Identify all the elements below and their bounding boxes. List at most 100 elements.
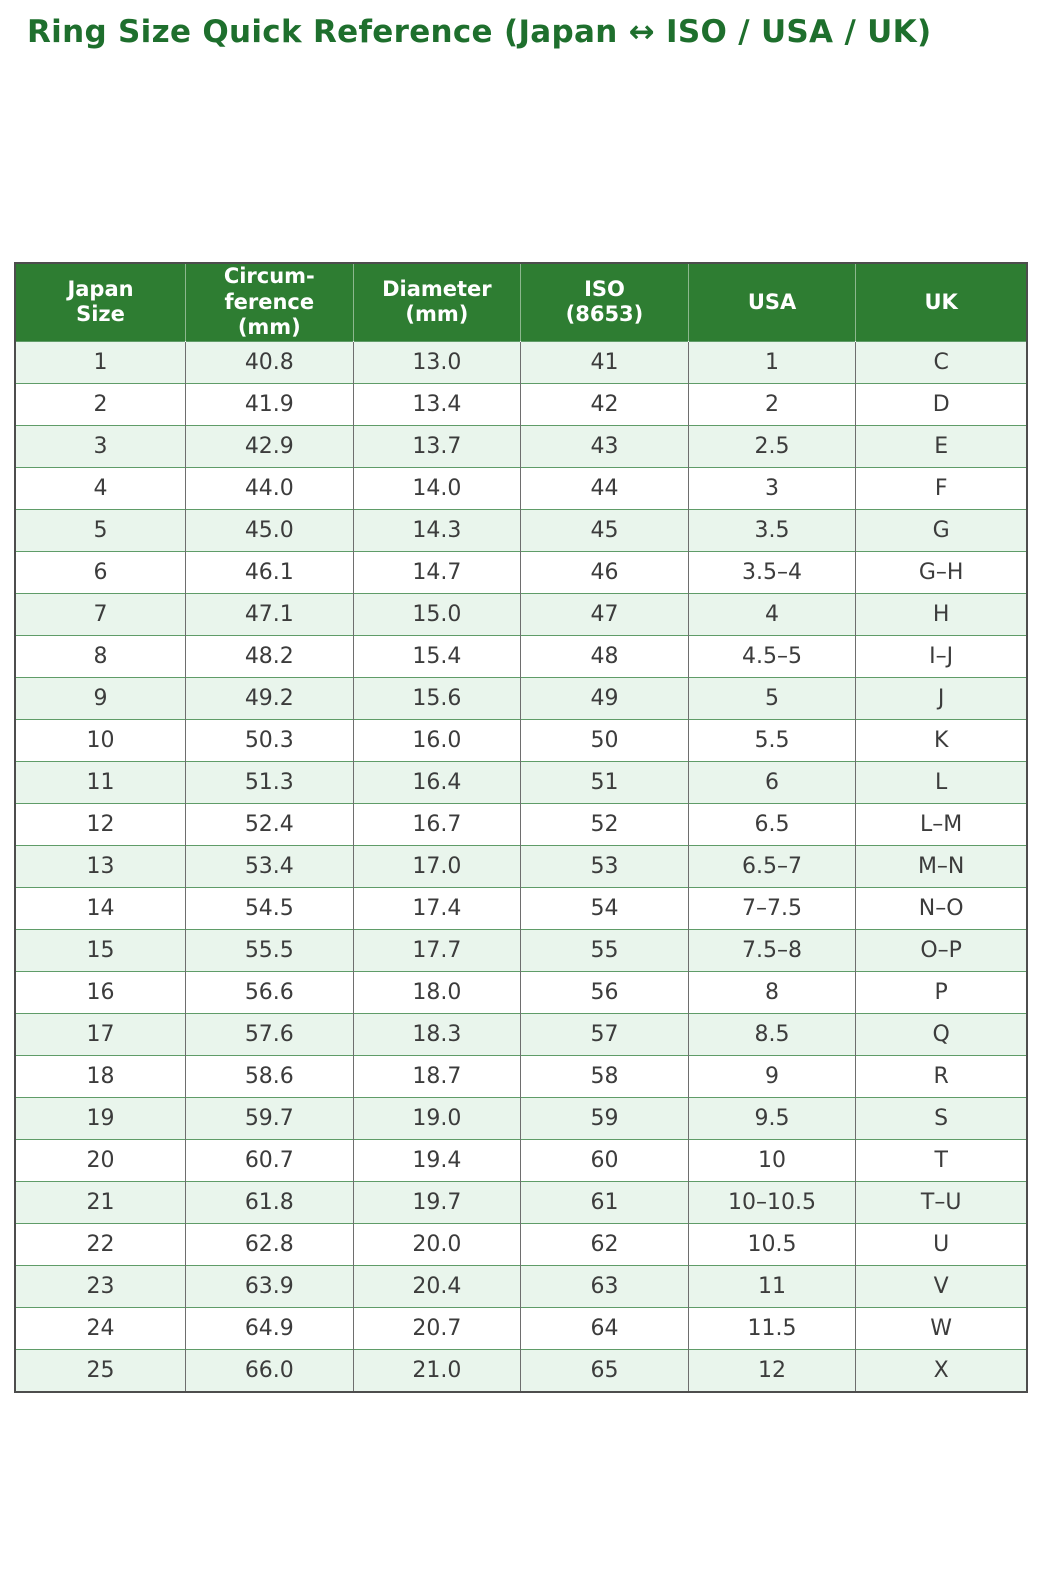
table-cell: 9 [687,1054,856,1098]
table-cell: 2.5 [687,424,856,468]
table-cell: 18.0 [352,970,521,1014]
table-cell: 65 [520,1348,689,1392]
ring-size-table-container: Japan Size Circum- ference (mm) Diameter… [14,262,1028,1393]
table-cell: 49.2 [185,676,354,720]
table-cell: 45 [520,508,689,552]
table-cell: 13 [15,844,186,888]
table-cell: 8 [15,634,186,678]
table-cell: 49 [520,676,689,720]
table-cell: 6.5–7 [687,844,856,888]
table-cell: 20.4 [352,1264,521,1308]
table-cell: 3 [687,466,856,510]
table-row: 12 52.4 16.7 52 6.5 L–M [15,802,1027,846]
table-cell: 9 [15,676,186,720]
table-cell: 54.5 [185,886,354,930]
table-cell: 3 [15,424,186,468]
table-cell: 11 [687,1264,856,1308]
table-cell: 18 [15,1054,186,1098]
table-cell: 50 [520,718,689,762]
table-cell: 2 [687,382,856,426]
table-cell: 47.1 [185,592,354,636]
table-cell: 15 [15,928,186,972]
table-cell: 61.8 [185,1180,354,1224]
table-cell: 17 [15,1012,186,1056]
table-cell: 53.4 [185,844,354,888]
table-cell: 16.7 [352,802,521,846]
table-cell: 42 [520,382,689,426]
table-cell: E [855,424,1027,468]
table-cell: 11.5 [687,1306,856,1350]
column-header-uk: UK [855,263,1027,342]
table-cell: 48 [520,634,689,678]
table-cell: 59.7 [185,1096,354,1140]
table-row: 10 50.3 16.0 50 5.5 K [15,718,1027,762]
table-body: 1 40.8 13.0 41 1 C 2 41.9 13.4 42 2 D 3 42.9 13.7 43 2.5… [15,340,1027,1392]
table-cell: 10–10.5 [687,1180,856,1224]
table-cell: 12 [15,802,186,846]
table-cell: I–J [855,634,1027,678]
table-cell: L [855,760,1027,804]
table-row: 16 56.6 18.0 56 8 P [15,970,1027,1014]
table-cell: 15.4 [352,634,521,678]
table-cell: 4 [687,592,856,636]
table-cell: 13.4 [352,382,521,426]
table-cell: 56.6 [185,970,354,1014]
table-cell: T–U [855,1180,1027,1224]
table-row: 18 58.6 18.7 58 9 R [15,1054,1027,1098]
table-cell: 16 [15,970,186,1014]
table-cell: 43 [520,424,689,468]
table-cell: 40.8 [185,340,354,384]
table-row: 6 46.1 14.7 46 3.5–4 G–H [15,550,1027,594]
table-cell: 6.5 [687,802,856,846]
table-cell: 20.0 [352,1222,521,1266]
table-cell: G [855,508,1027,552]
table-cell: 3.5 [687,508,856,552]
table-cell: 4 [15,466,186,510]
table-cell: 18.3 [352,1012,521,1056]
table-row: 23 63.9 20.4 63 11 V [15,1264,1027,1308]
table-cell: 1 [687,340,856,384]
table-row: 25 66.0 21.0 65 12 X [15,1348,1027,1392]
column-header-usa: USA [687,263,856,342]
table-cell: 23 [15,1264,186,1308]
table-cell: 19 [15,1096,186,1140]
table-cell: 48.2 [185,634,354,678]
table-cell: 8.5 [687,1012,856,1056]
table-cell: X [855,1348,1027,1392]
table-cell: 57.6 [185,1012,354,1056]
table-cell: Q [855,1012,1027,1056]
header-row: Japan Size Circum- ference (mm) Diameter… [15,263,1027,342]
column-header-iso: ISO (8653) [520,263,689,342]
table-cell: 62.8 [185,1222,354,1266]
table-cell: W [855,1306,1027,1350]
table-cell: 14.0 [352,466,521,510]
table-row: 11 51.3 16.4 51 6 L [15,760,1027,804]
table-cell: U [855,1222,1027,1266]
table-cell: L–M [855,802,1027,846]
table-cell: 12 [687,1348,856,1392]
table-cell: 19.4 [352,1138,521,1182]
table-cell: 22 [15,1222,186,1266]
table-row: 14 54.5 17.4 54 7–7.5 N–O [15,886,1027,930]
table-row: 2 41.9 13.4 42 2 D [15,382,1027,426]
table-cell: 19.0 [352,1096,521,1140]
table-cell: 17.0 [352,844,521,888]
table-cell: 17.7 [352,928,521,972]
table-cell: C [855,340,1027,384]
table-cell: 55 [520,928,689,972]
table-cell: J [855,676,1027,720]
table-cell: 46 [520,550,689,594]
page-title: Ring Size Quick Reference (Japan ↔ ISO /… [27,14,932,50]
column-header-circumference: Circum- ference (mm) [185,263,354,342]
table-row: 24 64.9 20.7 64 11.5 W [15,1306,1027,1350]
table-cell: 45.0 [185,508,354,552]
table-cell: 52.4 [185,802,354,846]
table-cell: 59 [520,1096,689,1140]
table-row: 1 40.8 13.0 41 1 C [15,340,1027,384]
table-cell: 24 [15,1306,186,1350]
table-cell: 60.7 [185,1138,354,1182]
table-cell: 64.9 [185,1306,354,1350]
table-cell: 55.5 [185,928,354,972]
table-cell: 21.0 [352,1348,521,1392]
table-cell: G–H [855,550,1027,594]
